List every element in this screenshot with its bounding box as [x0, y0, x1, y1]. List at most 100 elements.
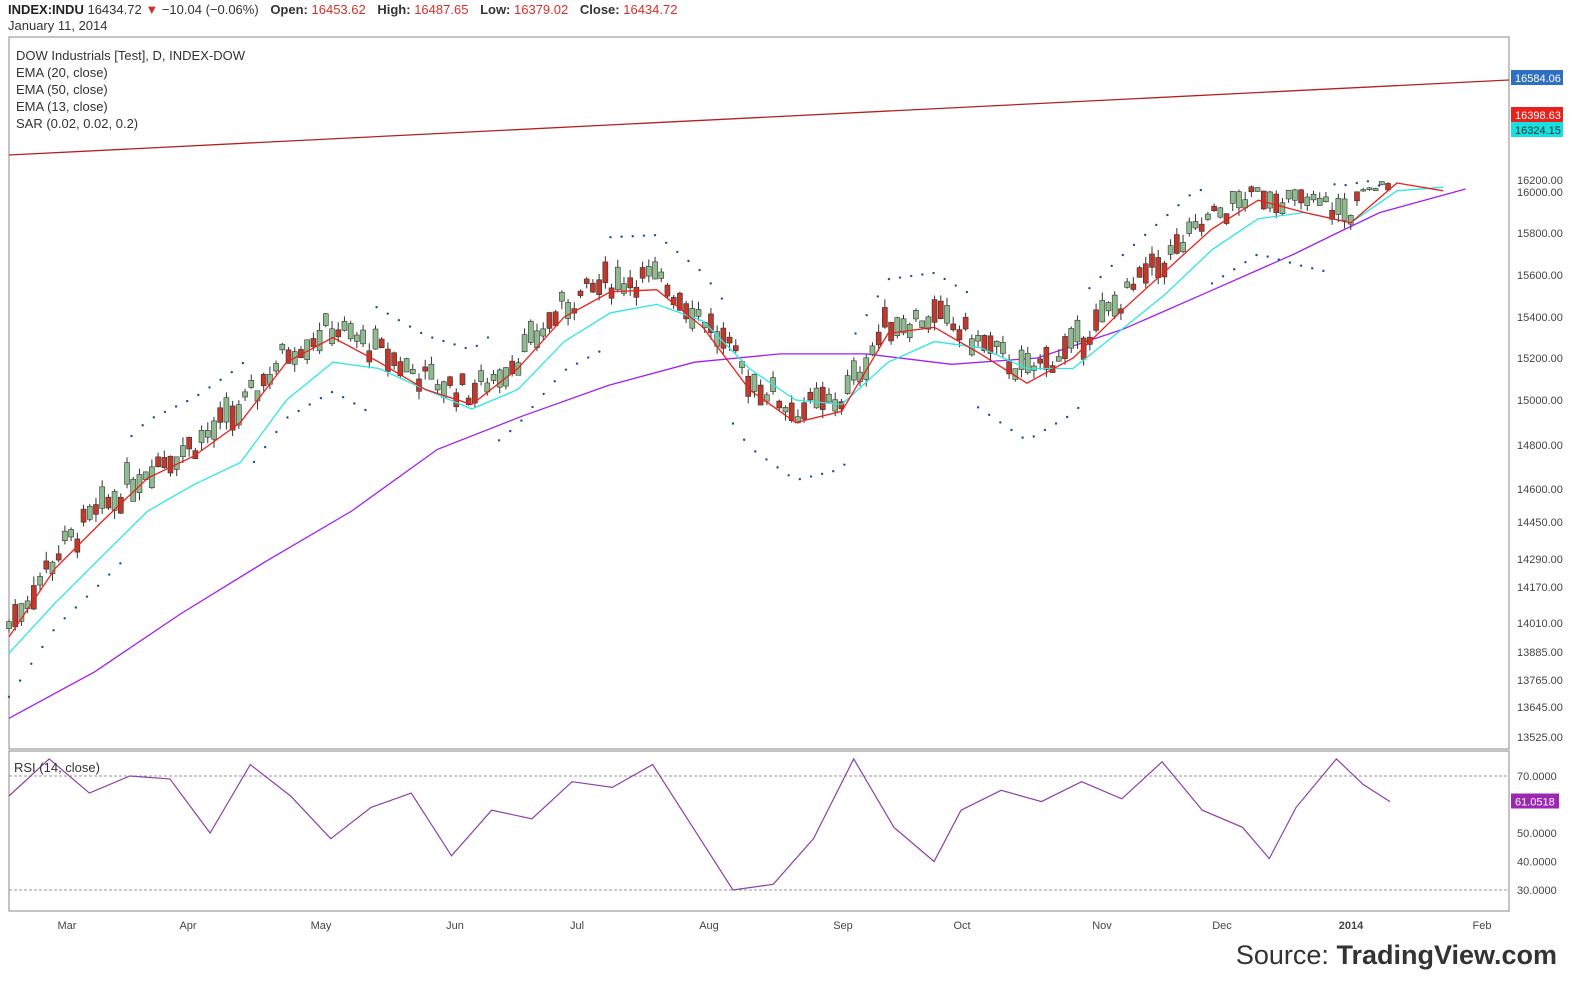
candle-body: [329, 328, 335, 345]
sar-dot: [431, 336, 434, 339]
sar-dot: [1110, 264, 1113, 268]
sar-dot: [1032, 435, 1035, 438]
y-tick-label: 14170.00: [1517, 582, 1563, 594]
sar-dot: [1288, 261, 1292, 264]
main-pane[interactable]: [8, 36, 1510, 750]
sar-dot: [798, 477, 802, 481]
candle-body: [37, 576, 43, 586]
sar-dot: [898, 276, 902, 279]
sar-dot: [787, 474, 790, 477]
candle-body: [323, 313, 329, 326]
candle-body: [509, 360, 515, 375]
candle-body: [894, 317, 901, 336]
sar-dot: [85, 595, 89, 598]
ema50-line: [8, 188, 1466, 719]
sar-dot: [30, 662, 33, 665]
x-tick-label: Sep: [833, 920, 853, 932]
candle-body: [540, 328, 547, 337]
sar-dot: [509, 429, 512, 433]
sar-dot: [809, 475, 813, 478]
candle-body: [217, 407, 224, 423]
candle-body: [614, 266, 621, 291]
sar-dot: [1188, 194, 1191, 197]
x-tick-label: 2014: [1339, 920, 1364, 932]
candle-body: [937, 300, 944, 319]
sar-dot: [575, 362, 579, 365]
candle-body: [962, 316, 969, 330]
y-tick-label: 16200.00: [1517, 175, 1563, 187]
candle-body: [490, 374, 497, 381]
candle-body: [496, 369, 503, 388]
sar-dot: [1132, 243, 1136, 247]
sar-dot: [1065, 415, 1069, 419]
candle-body: [1205, 213, 1211, 220]
sar-dot: [709, 282, 712, 285]
candle-body: [1379, 181, 1385, 186]
sar-dot: [965, 290, 969, 294]
candle-body: [590, 282, 596, 293]
price-badge-label: 16324.15: [1515, 125, 1561, 137]
candle-body: [1347, 214, 1354, 225]
candle-body: [888, 321, 894, 342]
sar-dot: [1344, 183, 1347, 187]
candle-body: [658, 271, 665, 279]
candle-body: [639, 267, 646, 279]
sar-dot: [1121, 253, 1125, 257]
candle-body: [1099, 300, 1106, 323]
candle-body: [608, 287, 615, 299]
sar-dot: [486, 336, 490, 339]
y-tick-label: 15800.00: [1517, 228, 1563, 240]
candle-body: [621, 283, 627, 294]
candle-body: [527, 320, 534, 343]
candle-body: [1167, 245, 1174, 255]
sar-dot: [754, 450, 757, 453]
y-tick-label: 16000.00: [1517, 187, 1563, 199]
sar-dot: [119, 562, 122, 565]
candle-body: [385, 348, 391, 372]
y-tick-label: 15400.00: [1517, 312, 1563, 324]
candle-body: [1354, 191, 1360, 202]
candle-body: [180, 445, 186, 457]
candle-body: [478, 370, 484, 382]
candle-body: [993, 340, 1000, 347]
candle-body: [105, 496, 112, 509]
ema20-line: [8, 186, 1444, 654]
candle-body: [1000, 342, 1006, 354]
candle-body: [12, 604, 19, 628]
candle-body: [198, 430, 205, 443]
sar-dot: [163, 410, 167, 414]
y-tick-label: 14010.00: [1517, 618, 1563, 630]
candle-body: [844, 375, 851, 394]
x-tick-label: Aug: [699, 920, 719, 932]
rsi-pane[interactable]: [8, 750, 1510, 912]
candle-body: [6, 621, 12, 629]
candle-body: [1329, 210, 1335, 220]
candle-body: [677, 292, 683, 311]
rsi-tick-label: 40.0000: [1517, 857, 1557, 869]
sar-dot: [598, 350, 601, 353]
sar-dot: [1199, 188, 1203, 192]
candle-body: [1093, 309, 1099, 331]
high-label: High:: [377, 2, 411, 17]
sar-dot: [987, 413, 991, 417]
sar-dot: [676, 250, 679, 254]
sar-dot: [364, 408, 367, 412]
candle-body: [745, 375, 752, 397]
sar-dot: [720, 297, 724, 300]
candle-body: [428, 363, 435, 380]
candle-body: [223, 397, 230, 423]
sar-dot: [286, 416, 289, 419]
candle-body: [273, 363, 279, 372]
candle-body: [552, 311, 559, 326]
candle-body: [950, 323, 957, 331]
candle-body: [459, 373, 466, 385]
sar-dot: [375, 306, 378, 309]
sar-dot: [1311, 267, 1314, 270]
sar-dot: [531, 405, 534, 409]
sar-dot: [230, 371, 233, 374]
candle-body: [515, 362, 522, 376]
sar-dot: [976, 406, 980, 409]
candle-body: [521, 334, 528, 353]
candle-body: [882, 307, 888, 328]
